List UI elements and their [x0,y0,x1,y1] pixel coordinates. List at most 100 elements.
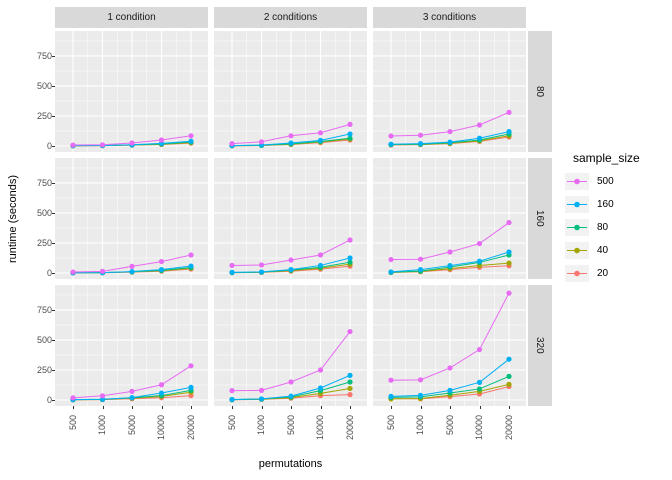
x-tick-label: 500 [226,415,237,431]
legend-item-40: 40 [565,242,640,259]
x-tick-mark [161,406,163,409]
row-strip-160: 160 [527,158,552,279]
series-500 [388,290,512,383]
y-tick-mark [52,146,55,147]
y-tick-mark [52,56,55,57]
series-500 [388,219,512,263]
x-tick-mark [73,406,74,409]
legend-label: 40 [597,245,609,256]
y-tick-mark [52,86,55,87]
facet-panel-320-3-conditions [373,285,526,406]
x-tick-label: 20000 [185,415,196,441]
x-tick-label: 5000 [126,415,137,436]
y-tick-mark [52,183,55,184]
x-tick-mark [191,406,192,409]
series-160 [388,356,512,399]
y-tick-mark [52,116,55,117]
legend-label: 20 [597,268,609,279]
row-strip-320: 320 [527,285,552,406]
facet-panel-320-1-condition [55,285,208,406]
facet-panel-160-2-conditions [214,158,367,279]
x-tick-label: 5000 [285,415,296,436]
x-tick-mark [132,406,133,409]
y-axis-title: runtime (seconds) [7,174,19,264]
x-tick-label: 20000 [344,415,355,441]
legend: sample_size 500 160 80 40 20 [565,151,640,288]
column-strip-3: 3 conditions [373,7,526,28]
x-tick-mark [420,406,422,409]
series-500 [70,133,194,148]
x-tick-label: 1000 [415,415,425,436]
y-tick-mark [52,310,55,311]
legend-label: 80 [597,222,609,233]
y-tick-label: 500 [36,207,52,218]
row-strip-80: 80 [527,31,552,152]
x-tick-mark [450,406,451,409]
x-tick-mark [102,406,104,409]
facet-panel-80-3-conditions [373,31,526,152]
legend-item-80: 80 [565,219,640,236]
series-500 [70,252,194,275]
x-tick-mark [391,406,392,409]
y-tick-label: 750 [36,177,52,188]
x-tick-label: 500 [67,415,78,431]
y-tick-mark [52,273,55,274]
legend-key-swatch [565,173,589,190]
x-tick-mark [320,406,322,409]
series-500 [70,363,194,401]
y-tick-label: 0 [46,394,52,405]
legend-label: 160 [597,199,614,210]
y-tick-label: 500 [36,80,52,91]
x-tick-mark [232,406,233,409]
legend-item-160: 160 [565,196,640,213]
y-tick-mark [52,400,55,401]
x-tick-mark [350,406,351,409]
legend-key-swatch [565,265,589,282]
y-tick-label: 250 [36,110,52,121]
x-tick-mark [479,406,481,409]
legend-item-500: 500 [565,173,640,190]
series-500 [229,237,353,269]
x-tick-mark [261,406,263,409]
column-strip-1: 1 condition [55,7,208,28]
series-160 [229,372,353,403]
series-160 [388,128,512,147]
y-tick-label: 0 [46,267,52,278]
x-tick-label: 10000 [156,415,166,441]
x-tick-label: 5000 [444,415,455,436]
x-tick-mark [509,406,510,409]
legend-title: sample_size [573,151,640,165]
x-tick-label: 10000 [315,415,325,441]
x-tick-label: 20000 [503,415,514,441]
legend-key-swatch [565,219,589,236]
series-500 [229,328,353,394]
facet-panel-160-3-conditions [373,158,526,279]
series-500 [388,109,512,139]
y-tick-mark [52,370,55,371]
y-tick-label: 0 [46,140,52,151]
y-tick-label: 750 [36,304,52,315]
legend-item-20: 20 [565,265,640,282]
facet-panel-80-2-conditions [214,31,367,152]
series-500 [229,121,353,147]
facet-panel-160-1-condition [55,158,208,279]
y-tick-label: 750 [36,50,52,61]
y-tick-label: 250 [36,364,52,375]
x-axis-title: permutations [258,458,323,470]
x-tick-label: 500 [385,415,396,431]
legend-items: 500 160 80 40 20 [565,173,640,282]
x-tick-label: 1000 [97,415,107,436]
y-tick-label: 250 [36,237,52,248]
y-tick-mark [52,213,55,214]
y-tick-mark [52,243,55,244]
series-160 [229,255,353,275]
x-tick-mark [291,406,292,409]
x-tick-label: 1000 [256,415,266,436]
legend-key-swatch [565,196,589,213]
facet-panel-320-2-conditions [214,285,367,406]
y-tick-mark [52,340,55,341]
legend-key-swatch [565,242,589,259]
column-strip-2: 2 conditions [214,7,367,28]
facet-panel-80-1-condition [55,31,208,152]
